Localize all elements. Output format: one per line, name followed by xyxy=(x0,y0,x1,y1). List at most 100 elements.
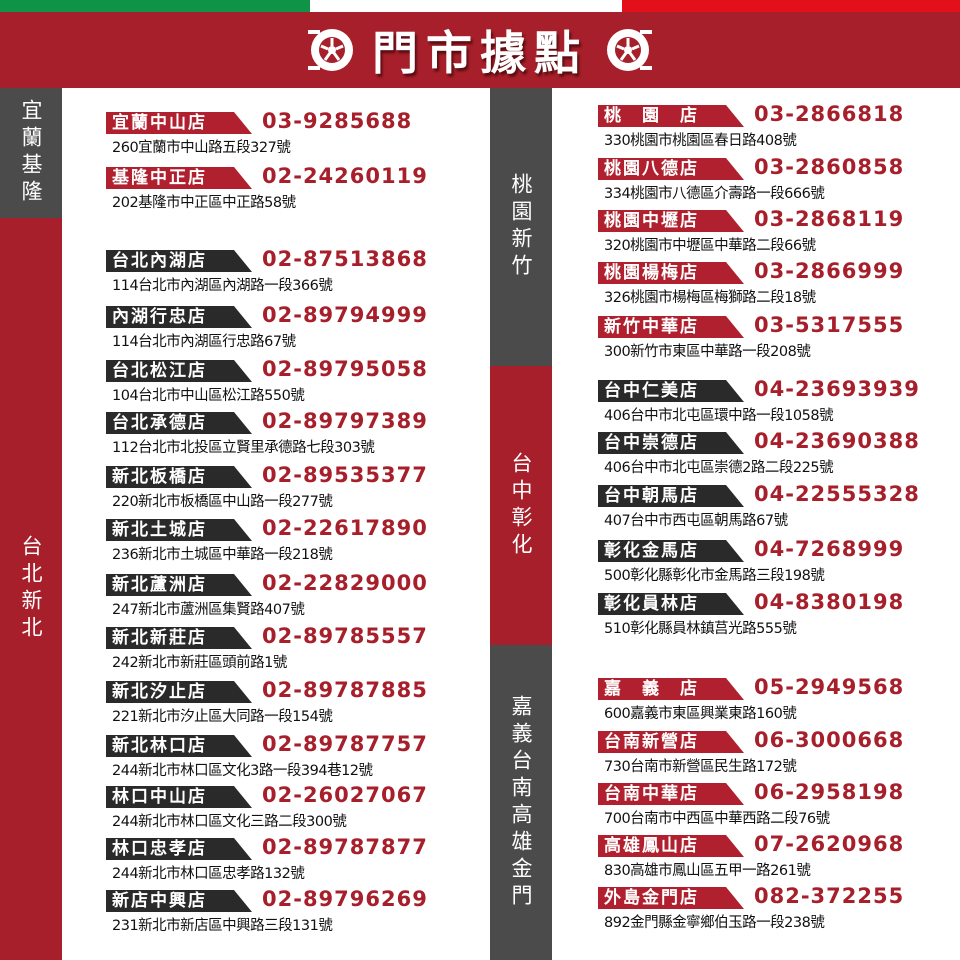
store-phone: 02-87513868 xyxy=(262,247,428,271)
store-phone: 02-89785557 xyxy=(262,624,428,648)
store-name-tag: 新竹中華店 xyxy=(598,316,744,338)
tire-icon xyxy=(308,29,353,71)
store-phone: 04-22555328 xyxy=(754,482,920,506)
region-south-kinmen: 嘉義台南高雄金門 xyxy=(490,645,552,960)
store-name-tag: 彰化金馬店 xyxy=(598,540,744,562)
store-address: 892金門縣金寧鄉伯玉路一段238號 xyxy=(604,915,825,931)
header-banner: 門市據點 xyxy=(0,12,960,88)
store-address: 114台北市內湖區行忠路67號 xyxy=(112,334,296,350)
store-phone: 02-89795058 xyxy=(262,357,428,381)
store-phone: 02-89797389 xyxy=(262,409,428,433)
store-phone: 082-372255 xyxy=(754,884,905,908)
store-phone: 03-2866818 xyxy=(754,102,905,126)
region-taipei-newtaipei: 台北新北 xyxy=(0,218,62,960)
store-address: 114台北市內湖區內湖路一段366號 xyxy=(112,278,333,294)
store-name-tag: 台北內湖店 xyxy=(106,250,252,272)
store-address: 260宜蘭市中山路五段327號 xyxy=(112,140,291,156)
store-name-tag: 台南新營店 xyxy=(598,731,744,753)
store-address: 244新北市林口區文化3路一段394巷12號 xyxy=(112,763,373,779)
store-name-tag: 內湖行忠店 xyxy=(106,306,252,328)
store-name-tag: 台中崇德店 xyxy=(598,432,744,454)
store-name-tag: 台中朝馬店 xyxy=(598,485,744,507)
flag-stripe-white xyxy=(310,0,622,12)
store-name-tag: 彰化員林店 xyxy=(598,593,744,615)
store-address: 104台北市中山區松江路550號 xyxy=(112,388,305,404)
store-address: 231新北市新店區中興路三段131號 xyxy=(112,918,333,934)
store-name-tag: 台北松江店 xyxy=(106,360,252,382)
store-address: 700台南市中西區中華西路二段76號 xyxy=(604,811,830,827)
store-phone: 03-9285688 xyxy=(262,109,413,133)
store-phone: 02-89794999 xyxy=(262,303,428,327)
store-address: 406台中市北屯區崇德2路二段225號 xyxy=(604,460,834,476)
region-yilan-keelung: 宜蘭基隆 xyxy=(0,88,62,218)
store-address: 406台中市北屯區環中路一段1058號 xyxy=(604,408,834,424)
store-phone: 06-3000668 xyxy=(754,728,905,752)
store-name-tag: 新北土城店 xyxy=(106,519,252,541)
store-address: 242新北市新莊區頭前路1號 xyxy=(112,655,287,671)
store-address: 500彰化縣彰化市金馬路三段198號 xyxy=(604,568,825,584)
store-name-tag: 新北板橋店 xyxy=(106,466,252,488)
flag-stripe-green xyxy=(0,0,310,12)
store-phone: 07-2620968 xyxy=(754,832,905,856)
store-name-tag: 桃園八德店 xyxy=(598,158,744,180)
store-name-tag: 嘉 義 店 xyxy=(598,678,744,700)
store-phone: 04-23690388 xyxy=(754,429,920,453)
store-name-tag: 宜蘭中山店 xyxy=(106,112,252,134)
store-phone: 04-8380198 xyxy=(754,590,905,614)
store-name-tag: 新北蘆洲店 xyxy=(106,574,252,596)
store-address: 247新北市蘆洲區集賢路407號 xyxy=(112,602,305,618)
store-name-tag: 新北新莊店 xyxy=(106,627,252,649)
store-name-tag: 高雄鳳山店 xyxy=(598,835,744,857)
store-phone: 02-89787885 xyxy=(262,678,428,702)
store-phone: 02-22829000 xyxy=(262,571,428,595)
store-address: 510彰化縣員林鎮莒光路555號 xyxy=(604,621,797,637)
region-taoyuan-hsinchu: 桃園新竹 xyxy=(490,88,552,366)
store-phone: 04-23693939 xyxy=(754,377,920,401)
store-name-tag: 桃 園 店 xyxy=(598,105,744,127)
store-phone: 02-89796269 xyxy=(262,887,428,911)
store-name-tag: 桃園中壢店 xyxy=(598,210,744,232)
store-address: 221新北市汐止區大同路一段154號 xyxy=(112,709,333,725)
store-address: 236新北市土城區中華路一段218號 xyxy=(112,547,333,563)
store-address: 244新北市林口區忠孝路132號 xyxy=(112,866,305,882)
store-name-tag: 林口忠孝店 xyxy=(106,838,252,860)
store-name-tag: 台南中華店 xyxy=(598,783,744,805)
store-address: 830高雄市鳳山區五甲一路261號 xyxy=(604,863,811,879)
store-phone: 02-22617890 xyxy=(262,516,428,540)
store-name-tag: 外島金門店 xyxy=(598,887,744,909)
flag-stripe-red xyxy=(622,0,960,12)
store-name-tag: 台北承德店 xyxy=(106,412,252,434)
store-name-tag: 新店中興店 xyxy=(106,890,252,912)
store-phone: 03-2866999 xyxy=(754,259,905,283)
store-phone: 03-5317555 xyxy=(754,313,905,337)
store-phone: 04-7268999 xyxy=(754,537,905,561)
store-name-tag: 新北林口店 xyxy=(106,735,252,757)
store-address: 600嘉義市東區興業東路160號 xyxy=(604,706,797,722)
store-phone: 03-2868119 xyxy=(754,207,905,231)
store-address: 300新竹市東區中華路一段208號 xyxy=(604,344,811,360)
store-phone: 02-89787757 xyxy=(262,732,428,756)
store-name-tag: 新北汐止店 xyxy=(106,681,252,703)
store-address: 330桃園市桃園區春日路408號 xyxy=(604,133,797,149)
store-name-tag: 桃園楊梅店 xyxy=(598,262,744,284)
store-address: 407台中市西屯區朝馬路67號 xyxy=(604,513,788,529)
store-phone: 03-2860858 xyxy=(754,155,905,179)
tire-icon xyxy=(607,29,652,71)
store-address: 202基隆市中正區中正路58號 xyxy=(112,195,296,211)
store-phone: 02-26027067 xyxy=(262,783,428,807)
store-phone: 06-2958198 xyxy=(754,780,905,804)
store-address: 730台南市新營區民生路172號 xyxy=(604,759,797,775)
store-address: 320桃園市中壢區中華路二段66號 xyxy=(604,238,816,254)
page-title: 門市據點 xyxy=(372,26,588,80)
store-address: 334桃園市八德區介壽路一段666號 xyxy=(604,186,825,202)
store-phone: 02-89787877 xyxy=(262,835,428,859)
store-name-tag: 台中仁美店 xyxy=(598,380,744,402)
region-taichung-changhua: 台中彰化 xyxy=(490,366,552,645)
store-phone: 02-24260119 xyxy=(262,164,428,188)
store-address: 244新北市林口區文化三路二段300號 xyxy=(112,814,347,830)
store-name-tag: 基隆中正店 xyxy=(106,167,252,189)
store-phone: 05-2949568 xyxy=(754,675,905,699)
store-name-tag: 林口中山店 xyxy=(106,786,252,808)
store-address: 220新北市板橋區中山路一段277號 xyxy=(112,494,333,510)
store-address: 112台北市北投區立賢里承德路七段303號 xyxy=(112,440,375,456)
